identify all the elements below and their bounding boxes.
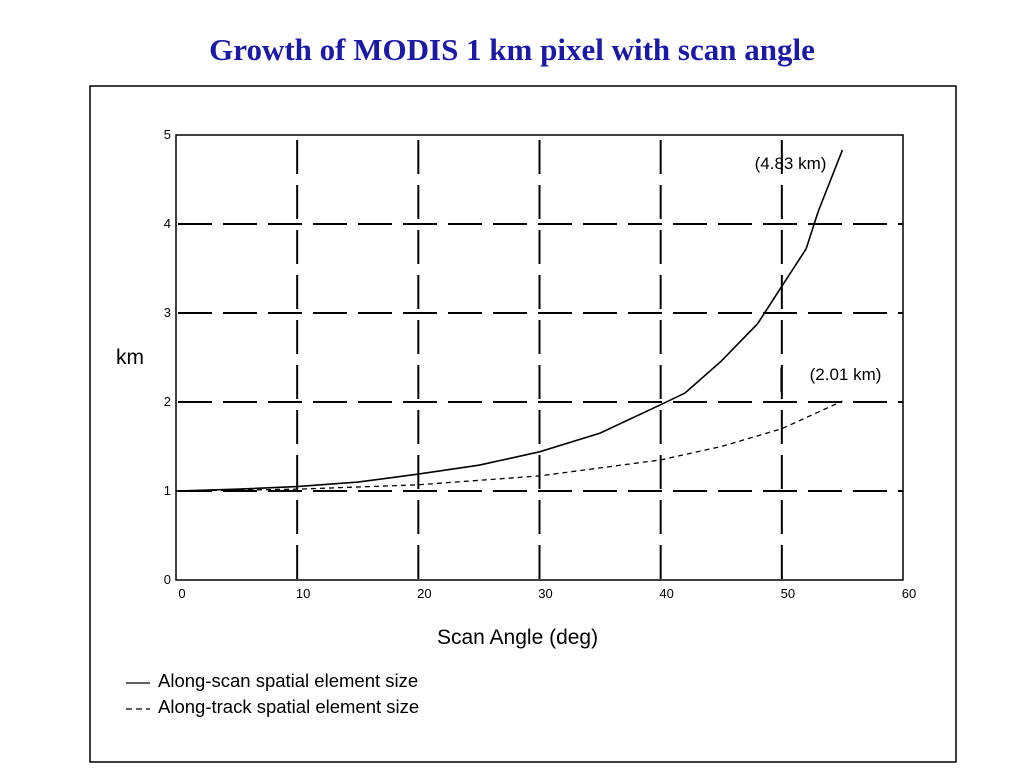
y-tick-label: 3	[164, 305, 171, 320]
y-tick-label: 1	[164, 483, 171, 498]
x-tick-label: 40	[659, 586, 673, 601]
x-tick-label: 20	[417, 586, 431, 601]
x-axis-label: Scan Angle (deg)	[437, 626, 598, 649]
plot-area-border	[175, 134, 904, 581]
x-tick-label: 30	[538, 586, 552, 601]
y-tick-label: 2	[164, 394, 171, 409]
slide-title: Growth of MODIS 1 km pixel with scan ang…	[209, 32, 815, 67]
legend-label: Along-scan spatial element size	[158, 670, 418, 691]
legend-label: Along-track spatial element size	[158, 696, 419, 717]
y-tick-label: 5	[164, 127, 171, 142]
series-line-2	[175, 400, 843, 492]
x-tick-label: 60	[902, 586, 916, 601]
grid	[176, 135, 903, 580]
x-tick-label: 50	[781, 586, 795, 601]
x-tick-label: 0	[178, 586, 185, 601]
annotation-label: (4.83 km)	[755, 154, 827, 173]
annotations: (4.83 km) (2.01 km)	[755, 154, 882, 392]
x-tick-label: 10	[296, 586, 310, 601]
tick-labels: 0 10 20 30 40 50 60 0 1 2 3 4 5	[164, 127, 916, 601]
chart-frame	[89, 85, 957, 763]
y-tick-label: 0	[164, 572, 171, 587]
y-axis-label: km	[116, 346, 144, 369]
series-lines	[175, 149, 844, 492]
series-line-1	[175, 149, 844, 492]
annotation-label: (2.01 km)	[810, 365, 882, 384]
y-tick-label: 4	[164, 216, 171, 231]
legend: Along-scan spatial element size Along-tra…	[126, 670, 419, 717]
